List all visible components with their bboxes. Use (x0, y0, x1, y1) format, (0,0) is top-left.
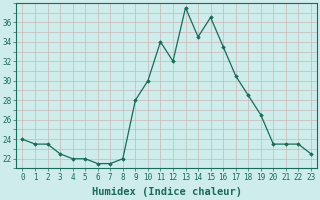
X-axis label: Humidex (Indice chaleur): Humidex (Indice chaleur) (92, 187, 242, 197)
